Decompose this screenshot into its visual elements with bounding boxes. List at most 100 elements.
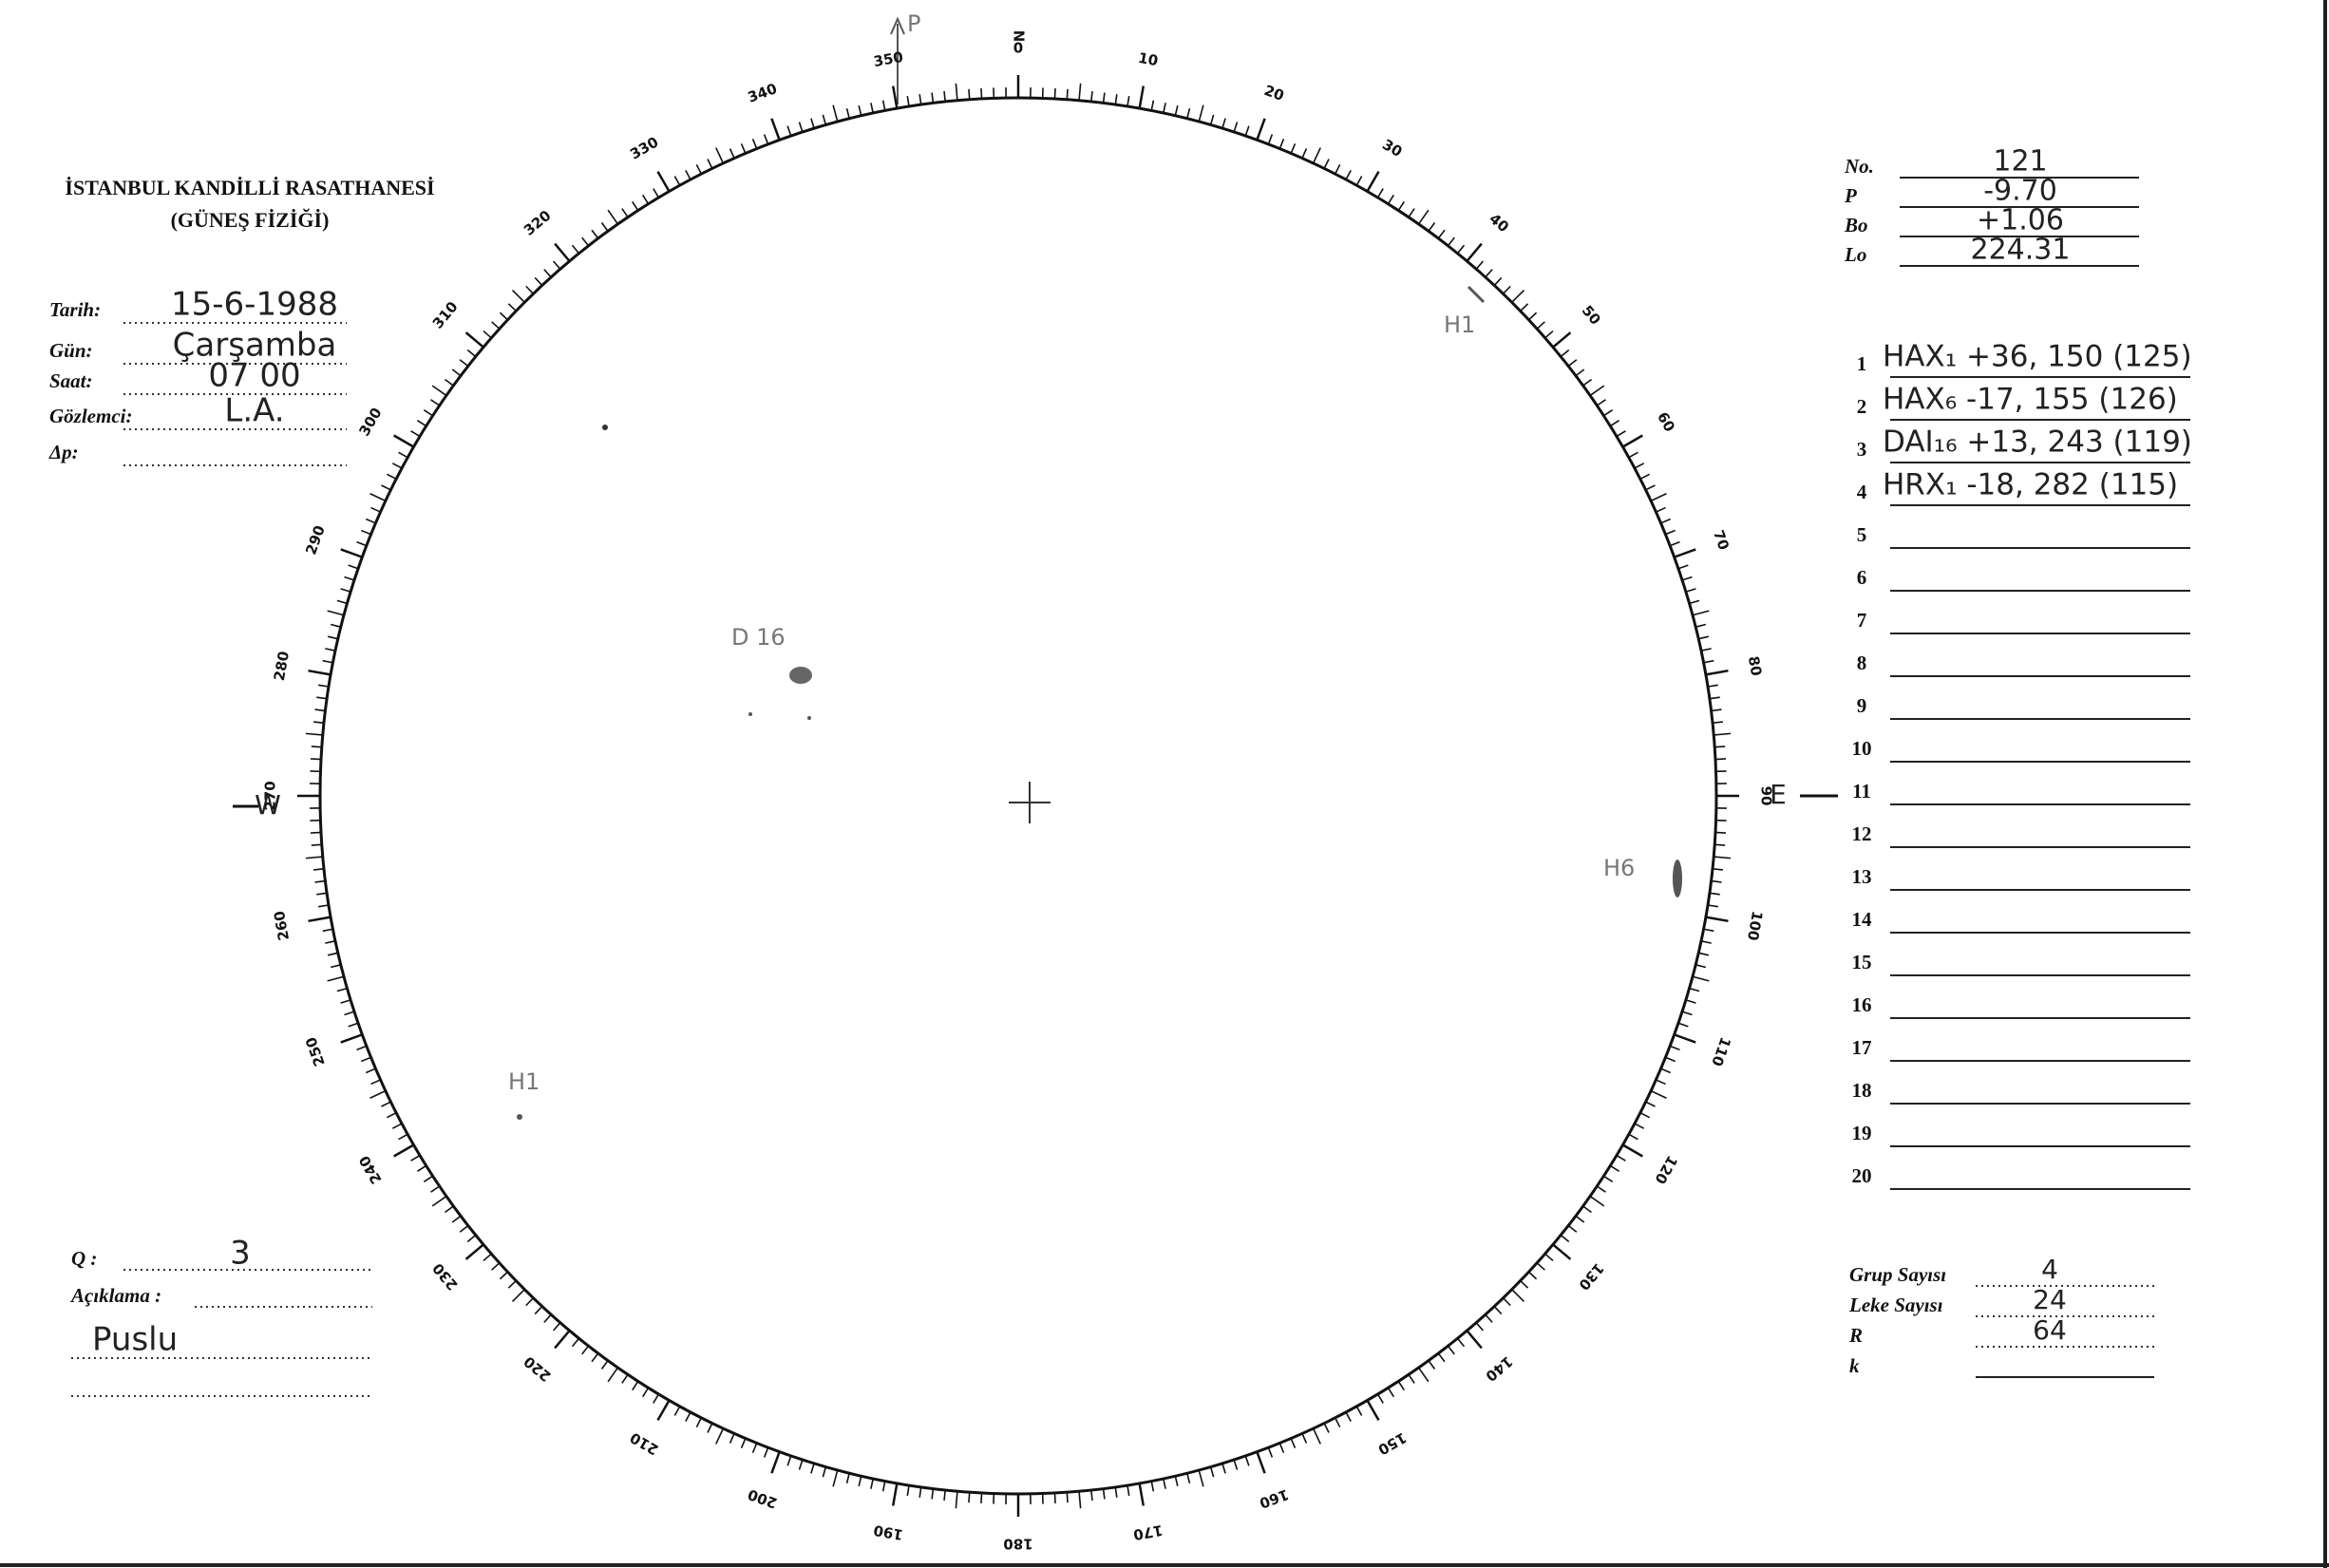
dial-tick bbox=[1575, 1215, 1585, 1223]
dial-tick bbox=[491, 321, 501, 330]
row-number: 20 bbox=[1852, 1164, 1872, 1187]
dial-major-tick bbox=[308, 916, 331, 923]
dial-tick bbox=[1485, 1313, 1493, 1323]
dial-label: 170 bbox=[1132, 1521, 1164, 1543]
dial-tick bbox=[980, 87, 983, 100]
dial-tick bbox=[370, 1079, 381, 1086]
dial-tick bbox=[1323, 1423, 1330, 1433]
dial-tick bbox=[386, 1111, 397, 1119]
dial-tick bbox=[311, 843, 322, 846]
dial-tick bbox=[1114, 94, 1118, 105]
count-label: Leke Sayısı bbox=[1848, 1294, 1943, 1316]
dial-tick bbox=[1544, 330, 1554, 339]
dial-tick bbox=[525, 1297, 535, 1307]
dial-major-tick bbox=[1366, 171, 1380, 193]
dial-tick bbox=[729, 1433, 735, 1444]
dial-major-tick bbox=[770, 118, 781, 141]
dial-tick bbox=[1376, 188, 1384, 198]
dial-tick bbox=[1198, 1469, 1204, 1487]
dial-tick bbox=[1520, 303, 1529, 312]
dial-tick bbox=[1695, 623, 1707, 628]
dial-tick bbox=[1174, 104, 1179, 117]
dial-label: 350 bbox=[872, 48, 904, 70]
dial-tick bbox=[325, 940, 336, 944]
dial-tick bbox=[1714, 732, 1732, 736]
dial-tick bbox=[786, 1455, 792, 1466]
dial-tick bbox=[1628, 451, 1638, 459]
row-number: 15 bbox=[1852, 951, 1872, 973]
dial-tick bbox=[1323, 159, 1330, 169]
dial-tick bbox=[327, 635, 339, 640]
row-number: 9 bbox=[1857, 694, 1867, 717]
dial-tick bbox=[1677, 1022, 1689, 1028]
dial-tick bbox=[1102, 1488, 1106, 1500]
dial-tick bbox=[1714, 843, 1726, 846]
dial-tick bbox=[810, 1463, 815, 1474]
dial-tick bbox=[931, 92, 935, 104]
dial-tick bbox=[1707, 904, 1718, 908]
dial-tick bbox=[499, 312, 509, 321]
param-label: Bo bbox=[1844, 214, 1868, 236]
dial-tick bbox=[1567, 1224, 1578, 1233]
dial-tick bbox=[330, 623, 342, 628]
dial-tick bbox=[327, 975, 345, 982]
row-number: 16 bbox=[1852, 993, 1872, 1016]
spot-annotation: H6 bbox=[1603, 855, 1635, 881]
dial-tick bbox=[1685, 999, 1696, 1004]
dial-tick bbox=[955, 83, 958, 101]
dial-tick bbox=[410, 1154, 421, 1162]
dial-tick bbox=[1634, 463, 1645, 469]
count-label: Grup Sayısı bbox=[1849, 1263, 1946, 1286]
dial-major-tick bbox=[340, 1033, 363, 1044]
dial-tick bbox=[685, 169, 691, 180]
dial-tick bbox=[968, 88, 971, 100]
dial-tick bbox=[318, 904, 330, 908]
count-value: 64 bbox=[2033, 1314, 2067, 1346]
field-label: Gün: bbox=[49, 339, 93, 362]
dial-tick bbox=[1703, 659, 1714, 664]
dial-major-tick bbox=[554, 1330, 571, 1350]
dial-tick bbox=[1656, 506, 1666, 513]
dial-tick bbox=[534, 1305, 543, 1315]
dial-major-tick bbox=[1466, 242, 1483, 262]
pole-arrow-head bbox=[890, 16, 905, 35]
dial-label: 90 bbox=[1758, 786, 1775, 806]
sunspot bbox=[517, 1114, 522, 1120]
sunspot bbox=[789, 667, 812, 684]
dial-tick bbox=[1656, 1079, 1666, 1086]
dial-tick bbox=[600, 222, 609, 232]
dial-tick bbox=[310, 758, 322, 761]
group-entry: HRX₁ -18, 282 (115) bbox=[1883, 468, 2178, 502]
field-value: Çarşamba bbox=[173, 327, 337, 365]
dial-tick bbox=[459, 359, 469, 368]
dial-tick bbox=[416, 420, 427, 427]
dial-tick bbox=[543, 1313, 552, 1323]
dial-label: 260 bbox=[271, 910, 293, 942]
dial-tick bbox=[1312, 1427, 1321, 1445]
dial-tick bbox=[1387, 194, 1394, 205]
dial-tick bbox=[1639, 473, 1651, 481]
dial-tick bbox=[968, 1492, 971, 1503]
dial-tick bbox=[740, 1438, 747, 1449]
dial-tick bbox=[858, 1475, 862, 1487]
dial-tick bbox=[621, 208, 629, 218]
dial-tick bbox=[340, 588, 351, 593]
dial-tick bbox=[955, 1491, 958, 1509]
dial-tick bbox=[534, 276, 543, 287]
dial-tick bbox=[391, 463, 403, 469]
field-value: 15-6-1988 bbox=[171, 286, 338, 324]
dial-tick bbox=[1447, 236, 1455, 247]
spot-annotation: H1 bbox=[1444, 312, 1475, 338]
dial-tick bbox=[943, 1489, 946, 1501]
dial-tick bbox=[1186, 1472, 1191, 1484]
dial-tick bbox=[313, 721, 325, 724]
group-entry: DAI₁₆ +13, 243 (119) bbox=[1883, 425, 2192, 460]
dial-tick bbox=[1502, 285, 1511, 294]
dial-tick bbox=[318, 684, 330, 688]
dial-label: 80 bbox=[1745, 654, 1765, 677]
dial-tick bbox=[1233, 122, 1239, 133]
field-label: Δp: bbox=[48, 441, 79, 463]
dial-tick bbox=[1689, 599, 1700, 605]
dial-tick bbox=[600, 1360, 609, 1370]
